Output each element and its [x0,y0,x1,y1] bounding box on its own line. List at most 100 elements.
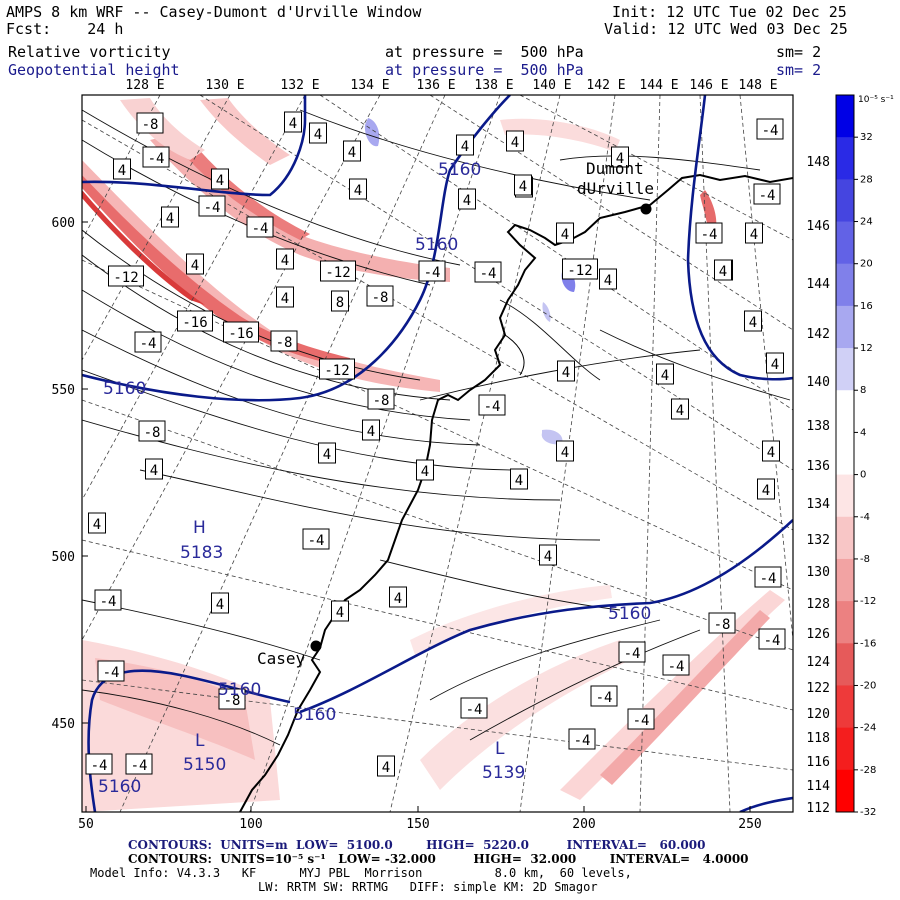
vorticity-label-box [745,222,763,244]
colorbar-swatch [836,601,854,644]
vorticity-label-box [177,310,213,332]
vorticity-label: 4 [394,591,402,607]
colorbar-label: 24 [860,217,873,228]
vorticity-label: -4 [91,758,108,774]
graticule [82,95,793,812]
low-marker: L [495,739,505,759]
vorticity-label: 4 [515,473,523,489]
vorticity-label-box [349,178,367,200]
top-lon-label: 146 E [689,78,728,93]
colorbar-label: 12 [860,343,873,354]
colorbar-swatch [836,263,854,307]
vorticity-label: -4 [633,713,650,729]
vorticity-label: -4 [466,702,483,718]
colorbar-swatch [836,685,854,729]
vorticity-label-box [136,112,164,134]
vorticity-label: 4 [719,264,727,280]
vorticity-label-box [568,728,596,750]
vorticity-label: 4 [762,483,770,499]
colorbar-label: 4 [860,427,866,438]
top-longitude-labels: 128 E 130 E 132 E 134 E 136 E 138 E 140 E 142 E… [125,78,777,93]
colorbar-swatch [836,179,854,223]
colorbar-swatch [836,516,854,560]
colorbar-unit: 10⁻⁵ s⁻¹ [858,95,894,105]
top-lon-label: 130 E [205,78,244,93]
vorticity-label: 4 [216,597,224,613]
footer-model-info: Model Info: V4.3.3 KF MYJ PBL Morrison 8… [90,866,632,880]
vorticity-label-box [366,285,394,307]
vorticity-label-box [88,512,106,534]
x-axis: 50 100 150 200 250 [78,806,762,832]
vorticity-label: -4 [204,200,221,216]
vorticity-label-box [556,222,574,244]
vorticity-label-box [302,528,330,550]
vorticity-label: 4 [354,183,362,199]
vorticity-label-box [125,753,153,775]
colorbar-swatch [836,348,854,391]
x-tick-label: 100 [239,817,262,832]
vorticity-label-box [309,122,327,144]
vorticity-label: -4 [760,571,777,587]
top-lon-label: 138 E [474,78,513,93]
vorticity-label-box [319,358,355,380]
field1-level: at pressure = 500 hPa [385,43,584,61]
vorticity-label-box [510,468,528,490]
vorticity-label-box [198,195,226,217]
vorticity-label-box [211,168,229,190]
top-lon-label: 144 E [639,78,678,93]
vorticity-label-box [270,330,298,352]
vorticity-label-box [627,708,655,730]
vorticity-label: -16 [182,315,207,331]
low-marker: L [195,731,205,751]
vorticity-label: 4 [676,403,684,419]
vorticity-label-box [478,394,506,416]
vorticity-label-box [539,544,557,566]
colorbar-swatch [836,432,854,476]
height-label: 5160 [293,705,336,725]
colorbar-swatch [836,221,854,265]
vorticity-label-box [714,259,732,281]
model-title: AMPS 8 km WRF -- Casey-Dumont d'Urville … [6,3,422,21]
vorticity-label: 4 [616,151,624,167]
colorbar-label: -24 [860,723,876,734]
vorticity-label: 4 [561,445,569,461]
footer-model-physics: LW: RRTM SW: RRTMG DIFF: simple KM: 2D S… [258,880,598,894]
vorticity-label: -16 [228,326,253,342]
height-label: 5160 [608,604,651,624]
colorbar-label: 32 [860,132,873,143]
vorticity-label-box [758,628,786,650]
colorbar-swatch [836,558,854,602]
vorticity-label-box [362,419,380,441]
low-value: 5150 [183,755,226,775]
vorticity-label-box [590,685,618,707]
vorticity-label-box [223,321,259,343]
vorticity-label: -8 [144,425,161,441]
vorticity-label-box [506,130,524,152]
vorticity-label: 4 [367,424,375,440]
casey-marker [310,640,322,652]
vorticity-label: 4 [511,135,519,151]
field1-name: Relative vorticity [8,43,171,61]
colorbar-label: -32 [860,807,876,818]
colorbar: 32 28 24 20 16 12 8 4 0 -4 -8 -12 -16 -20 -24 -28 -32 [835,94,876,818]
vorticity-label-box [756,118,784,140]
vorticity-label-box [343,140,361,162]
vorticity-label: 4 [661,368,669,384]
top-lon-label: 136 E [416,78,455,93]
vorticity-label: -12 [325,265,350,281]
vorticity-label-box [514,174,532,196]
vorticity-label: 4 [749,315,757,331]
colorbar-swatch [836,95,854,138]
vorticity-label: -4 [100,594,117,610]
vorticity-label: -4 [596,690,613,706]
vorticity-label-box [145,458,163,480]
vorticity-label: -4 [480,266,497,282]
vorticity-label-box [142,146,170,168]
vorticity-label-box [94,589,122,611]
vorticity-label-box [611,146,629,168]
dumont-durville-marker [640,203,652,215]
colorbar-swatch [836,727,854,771]
colorbar-swatch [836,137,854,180]
vorticity-label: -4 [624,646,641,662]
